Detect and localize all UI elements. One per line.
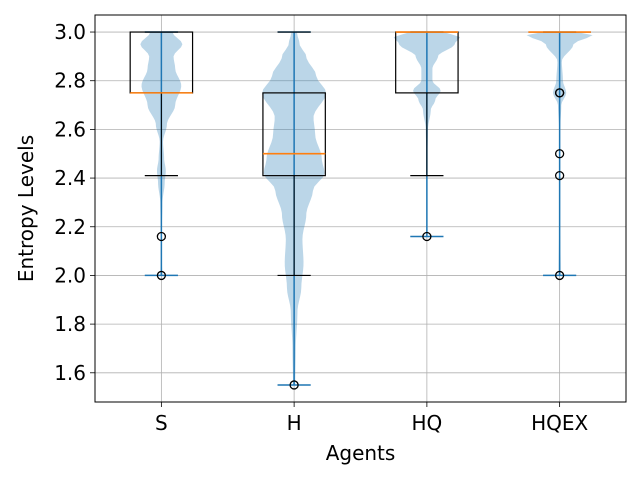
outlier-point	[156, 231, 167, 242]
outlier-point	[289, 380, 299, 390]
y-tick-label: 2.4	[54, 166, 86, 190]
x-axis-ticks: S H HQ HQEX	[155, 402, 588, 435]
x-tick-label: H	[287, 411, 302, 435]
outlier-point	[156, 270, 167, 281]
outlier-point	[554, 170, 565, 181]
outlier-point	[554, 88, 565, 98]
x-tick-label: HQ	[411, 411, 442, 435]
y-tick-label: 2.0	[54, 263, 86, 287]
y-tick-label: 1.8	[54, 312, 86, 336]
plot-frame	[94, 14, 627, 403]
x-tick-label: HQEX	[531, 411, 588, 435]
x-axis-label: Agents	[326, 441, 396, 465]
x-tick-label: S	[155, 411, 168, 435]
boxplots	[129, 31, 591, 390]
y-axis-ticks: 1.6 1.8 2.0 2.2 2.4 2.6 2.8 3.0	[54, 20, 95, 385]
outlier-point	[554, 149, 565, 159]
y-tick-label: 2.8	[54, 69, 86, 93]
outlier-point	[554, 270, 565, 281]
y-tick-label: 3.0	[54, 20, 86, 44]
outlier-point	[422, 231, 432, 242]
y-tick-label: 2.2	[54, 215, 86, 239]
violins	[140, 31, 593, 386]
y-axis-label: Entropy Levels	[14, 135, 38, 282]
y-tick-label: 2.6	[54, 117, 86, 141]
y-tick-label: 1.6	[54, 361, 86, 385]
